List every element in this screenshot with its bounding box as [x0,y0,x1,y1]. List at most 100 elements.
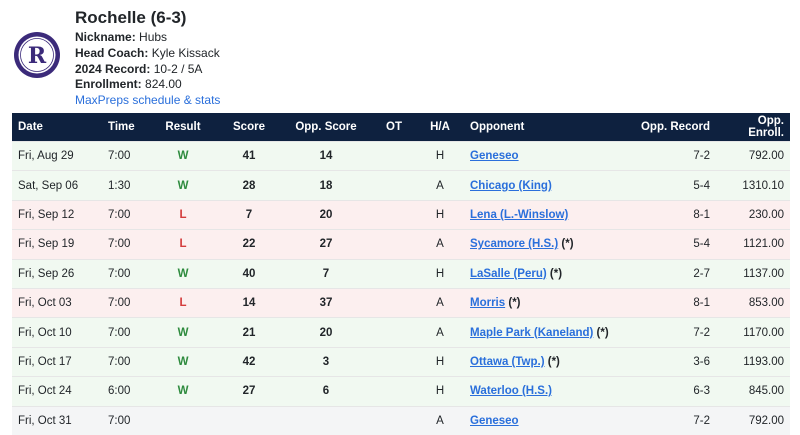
game-time: 7:00 [102,346,148,377]
game-home-away: H [416,346,464,377]
game-ot [372,258,416,289]
opponent-marker: (*) [549,267,563,280]
opponent-marker: (*) [596,326,609,339]
col-result: Result [148,113,218,142]
game-home-away: H [416,199,464,230]
game-result: L [148,287,218,318]
game-home-away: A [416,287,464,318]
opponent-marker: (*) [508,297,521,310]
game-opp-record: 5-4 [626,170,716,201]
game-opponent-cell: Lena (L.-Winslow) [464,199,626,230]
game-opp-record: 8-1 [626,287,716,318]
coach-row: Head Coach: Kyle Kissack [75,46,220,62]
game-time: 7:00 [102,405,148,435]
game-opp-enroll: 792.00 [716,405,790,435]
game-opponent-cell: Sycamore (H.S.) (*) [464,229,626,260]
game-opp-record: 8-1 [626,199,716,230]
game-opp-enroll: 1310.10 [716,170,790,201]
table-header-row: Date Time Result Score Opp. Score OT H/A… [12,113,790,142]
coach-value: Kyle Kissack [151,45,220,60]
game-opponent-cell: Waterloo (H.S.) [464,376,626,407]
game-opponent-cell: Geneseo [464,405,626,435]
game-result: W [148,317,218,348]
game-time: 7:00 [102,287,148,318]
game-ot [372,170,416,201]
game-score: 41 [218,140,280,171]
nickname-label: Nickname: [75,30,136,44]
nickname-row: Nickname: Hubs [75,30,220,46]
game-ot [372,376,416,407]
opponent-link[interactable]: Lena (L.-Winslow) [470,208,569,221]
game-opp-record: 2-7 [626,258,716,289]
record-label: 2024 Record: [75,61,151,76]
col-opp-enroll: Opp. Enroll. [716,113,790,142]
maxpreps-link[interactable]: MaxPreps schedule & stats [75,93,221,108]
opponent-link[interactable]: Maple Park (Kaneland) [470,326,594,339]
game-opp-score: 20 [280,317,372,348]
game-opp-record: 5-4 [626,229,716,260]
opponent-link[interactable]: LaSalle (Peru) [470,267,547,280]
team-info: Rochelle (6-3) Nickname: Hubs Head Coach… [75,8,220,109]
table-row: Fri, Oct 17 7:00 W 42 3 H Ottawa (Twp.) (*) 3-6… [12,346,790,377]
game-result [148,405,218,435]
game-opp-enroll: 845.00 [716,376,790,407]
nickname-value: Hubs [139,30,168,44]
game-score: 7 [218,199,280,230]
game-date: Fri, Aug 29 [12,140,102,171]
game-home-away: H [416,258,464,289]
game-time: 7:00 [102,199,148,230]
game-result: W [148,140,218,171]
game-score: 22 [218,229,280,260]
game-result: W [148,170,218,201]
opponent-link[interactable]: Geneseo [470,414,519,427]
game-result: W [148,376,218,407]
game-home-away: A [416,405,464,435]
opponent-link[interactable]: Ottawa (Twp.) [470,355,545,368]
game-score [218,405,280,435]
opponent-link[interactable]: Waterloo (H.S.) [470,385,552,398]
game-opp-enroll: 853.00 [716,287,790,318]
game-score: 14 [218,287,280,318]
game-home-away: A [416,170,464,201]
game-date: Fri, Oct 17 [12,346,102,377]
game-ot [372,199,416,230]
game-opp-record: 7-2 [626,317,716,348]
game-opp-enroll: 1137.00 [716,258,790,289]
game-opp-score: 37 [280,287,372,318]
team-title: Rochelle (6-3) [75,8,187,27]
record-value: 10-2 / 5A [153,61,203,76]
col-date: Date [12,113,102,142]
game-score: 21 [218,317,280,348]
table-row: Fri, Oct 03 7:00 L 14 37 A Morris (*) 8-1 853.00 [12,287,790,318]
opponent-link[interactable]: Chicago (King) [470,179,552,192]
record-row: 2024 Record: 10-2 / 5A [75,62,220,78]
opponent-link[interactable]: Sycamore (H.S.) [470,238,559,251]
opponent-link[interactable]: Morris [470,297,506,310]
game-time: 7:00 [102,229,148,260]
opponent-link[interactable]: Geneseo [470,150,519,163]
game-opp-score [280,405,372,435]
game-result: L [148,229,218,260]
team-header: R Rochelle (6-3) Nickname: Hubs Head Coa… [0,0,800,111]
game-ot [372,346,416,377]
col-ha: H/A [416,113,464,142]
game-time: 1:30 [102,170,148,201]
game-ot [372,140,416,171]
col-ot: OT [372,113,416,142]
game-time: 7:00 [102,317,148,348]
enrollment-label: Enrollment: [75,77,142,92]
game-home-away: A [416,229,464,260]
game-ot [372,317,416,348]
game-opp-enroll: 792.00 [716,140,790,171]
table-row: Sat, Sep 06 1:30 W 28 18 A Chicago (King) 5-4 1… [12,170,790,201]
table-row: Fri, Sep 26 7:00 W 40 7 H LaSalle (Peru) (*) 2-… [12,258,790,289]
game-opp-score: 3 [280,346,372,377]
game-opp-enroll: 230.00 [716,199,790,230]
game-result: W [148,258,218,289]
game-opponent-cell: Ottawa (Twp.) (*) [464,346,626,377]
game-opp-score: 6 [280,376,372,407]
game-opp-score: 14 [280,140,372,171]
game-result: W [148,346,218,377]
table-row: Fri, Oct 10 7:00 W 21 20 A Maple Park (Kanelan… [12,317,790,348]
coach-label: Head Coach: [75,45,149,60]
